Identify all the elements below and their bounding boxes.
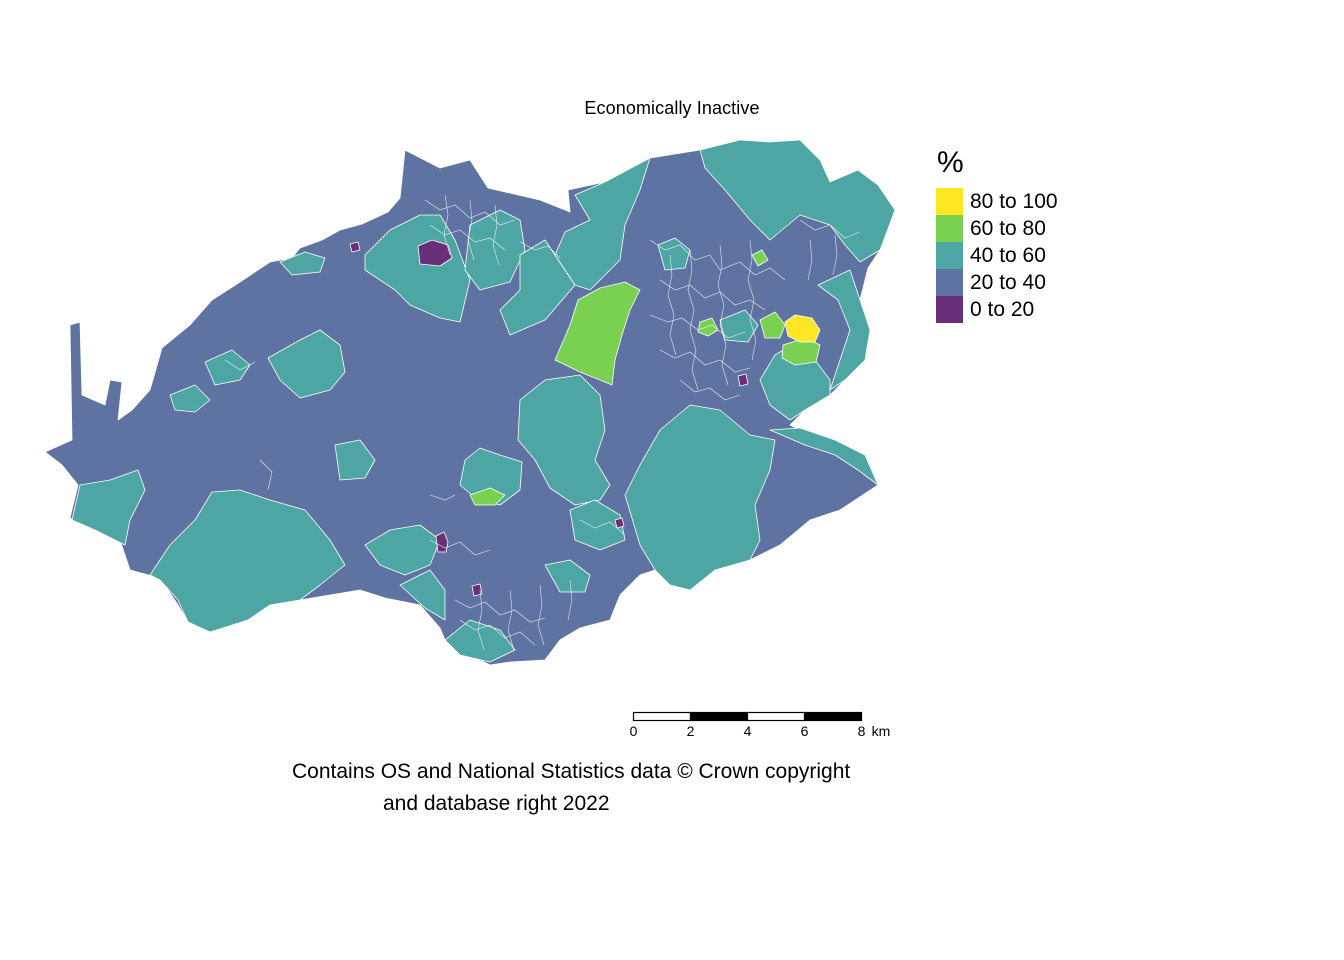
legend-swatch	[936, 215, 963, 242]
legend-swatch	[936, 242, 963, 269]
scale-tick-label: 2	[687, 723, 695, 739]
legend-label: 40 to 60	[970, 243, 1046, 267]
attribution-line-2: and database right 2022	[383, 792, 610, 815]
legend-label: 60 to 80	[970, 216, 1046, 240]
legend-swatch	[936, 188, 963, 215]
scale-tick-label: 6	[801, 723, 809, 739]
scale-tick-label: 8	[858, 723, 866, 739]
band-40-60-areas	[71, 139, 896, 663]
band-80-100-area	[784, 314, 821, 343]
attribution: Contains OS and National Statistics data…	[292, 756, 892, 820]
legend-swatch	[936, 269, 963, 296]
legend-item-80-100: 80 to 100	[936, 188, 1058, 215]
map-title: Economically Inactive	[584, 98, 760, 118]
scale-segment	[632, 711, 692, 722]
legend-title: %	[937, 146, 964, 179]
legend-item-20-40: 20 to 40	[936, 269, 1058, 296]
scale-segment	[746, 711, 806, 722]
attribution-line-1: Contains OS and National Statistics data…	[292, 760, 851, 783]
scale-tick-label: 4	[744, 723, 752, 739]
scale-segment	[689, 711, 749, 722]
legend-swatch	[936, 296, 963, 323]
scale-unit: km	[872, 723, 891, 739]
scale-tick-label: 0	[630, 723, 638, 739]
band-60-80-areas	[469, 249, 821, 506]
scale-bar: 0 2 4 6 8 km	[630, 711, 891, 739]
legend-item-0-20: 0 to 20	[936, 296, 1058, 323]
legend-item-40-60: 40 to 60	[936, 242, 1058, 269]
scale-segment	[803, 711, 863, 722]
legend-label: 80 to 100	[970, 189, 1058, 213]
band-0-20-areas	[349, 239, 749, 597]
legend-label: 20 to 40	[970, 270, 1046, 294]
ward-boundaries	[224, 194, 861, 651]
legend: % 80 to 100 60 to 80 40 to 60 20 to 40 0…	[936, 146, 1058, 323]
legend-label: 0 to 20	[970, 297, 1035, 321]
legend-item-60-80: 60 to 80	[936, 215, 1058, 242]
